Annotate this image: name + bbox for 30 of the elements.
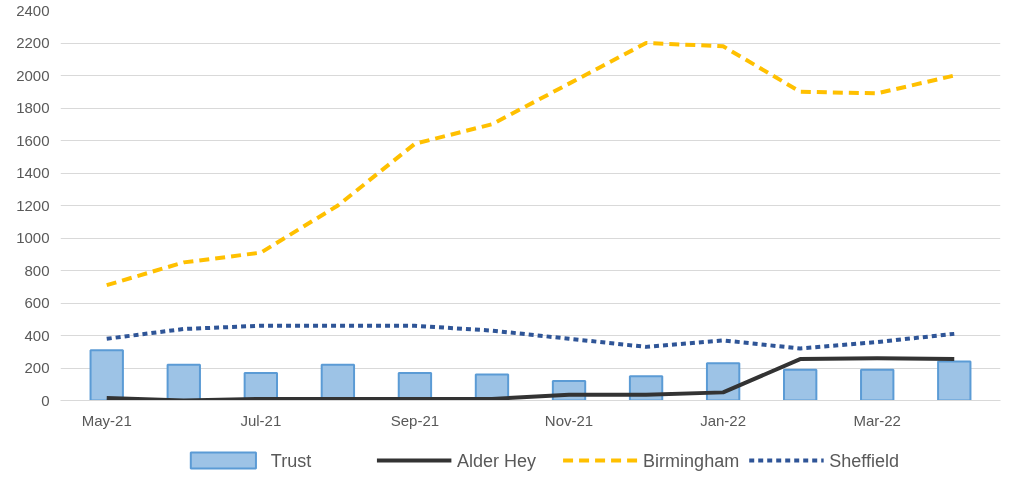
y-tick-label: 400	[24, 326, 50, 344]
y-tick-label: 1200	[16, 196, 50, 214]
bar	[937, 360, 972, 401]
legend-label: Alder Hey	[456, 450, 537, 471]
y-tick-label: 1000	[16, 229, 50, 246]
bar	[860, 368, 895, 401]
x-tick-label: Sep-21	[390, 411, 440, 429]
y-tick-label: 2200	[16, 34, 50, 51]
line-series	[104, 323, 957, 351]
x-tick-label: May-21	[81, 411, 132, 429]
bar	[166, 363, 201, 401]
bar	[782, 368, 818, 401]
y-tick-label: 1600	[16, 131, 50, 149]
y-tick-label: 2000	[16, 66, 50, 84]
y-tick-label: 2400	[16, 1, 50, 19]
x-tick-label: Jan-22	[700, 411, 747, 429]
y-tick-label: 800	[24, 261, 50, 279]
legend-label: Trust	[270, 450, 312, 471]
x-tick-label: Nov-21	[544, 411, 594, 429]
y-tick-label: 200	[24, 359, 50, 376]
bar	[89, 349, 124, 401]
x-tick-label: Jul-21	[240, 411, 282, 429]
legend-label: Birmingham	[643, 450, 740, 471]
legend-label: Sheffield	[829, 450, 899, 471]
y-tick-label: 600	[24, 294, 50, 311]
line-series	[104, 356, 957, 401]
y-tick-label: 1400	[16, 164, 50, 181]
y-tick-label: 0	[41, 391, 50, 409]
x-tick-label: Mar-22	[853, 411, 901, 429]
y-tick-label: 1800	[16, 99, 50, 116]
